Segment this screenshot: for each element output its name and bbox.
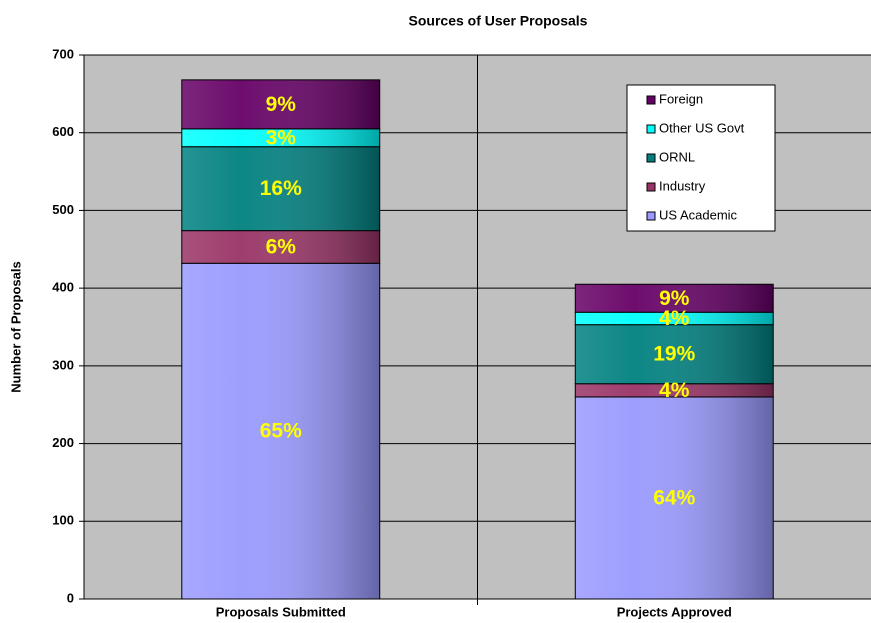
segment-label: 4% [659, 307, 690, 330]
segment-label: 65% [260, 420, 302, 443]
x-tick-label: Projects Approved [617, 604, 732, 619]
segment-label: 3% [266, 126, 297, 149]
legend-label: Foreign [659, 91, 703, 106]
y-tick-label: 700 [52, 46, 74, 61]
segment-label: 64% [653, 487, 695, 510]
bar-shade [574, 283, 774, 313]
bar-shade [574, 396, 774, 600]
y-tick-label: 200 [52, 435, 74, 450]
chart-title: Sources of User Proposals [409, 13, 588, 29]
legend-swatch [646, 182, 656, 192]
bar-shade [181, 262, 381, 600]
bar-shade [181, 230, 381, 264]
segment-label: 6% [266, 236, 297, 259]
legend-label: US Academic [659, 207, 738, 222]
legend-swatch [646, 153, 656, 163]
y-tick-label: 400 [52, 280, 74, 295]
legend-swatch [646, 124, 656, 134]
bar-shade [181, 79, 381, 130]
y-tick-label: 0 [67, 590, 74, 605]
legend-label: ORNL [659, 149, 695, 164]
segment-label: 19% [653, 343, 695, 366]
segment-label: 4% [659, 379, 690, 402]
y-tick-label: 500 [52, 202, 74, 217]
y-tick-label: 300 [52, 357, 74, 372]
y-tick-label: 600 [52, 124, 74, 139]
legend-label: Other US Govt [659, 120, 745, 135]
bar-shade [574, 324, 774, 385]
bar-shade [181, 146, 381, 232]
segment-label: 9% [659, 287, 690, 310]
y-axis-label: Number of Proposals [8, 261, 23, 392]
legend-swatch [646, 211, 656, 221]
segment-label: 9% [266, 93, 297, 116]
y-tick-label: 100 [52, 513, 74, 528]
legend-swatch [646, 95, 656, 105]
x-tick-label: Proposals Submitted [216, 604, 346, 619]
segment-label: 16% [260, 177, 302, 200]
legend-label: Industry [659, 178, 706, 193]
